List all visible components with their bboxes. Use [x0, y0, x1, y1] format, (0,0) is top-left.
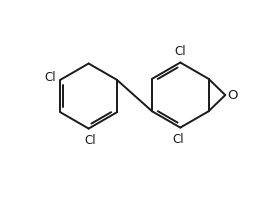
Text: Cl: Cl: [85, 133, 96, 147]
Text: Cl: Cl: [44, 71, 56, 84]
Text: O: O: [227, 89, 238, 102]
Text: Cl: Cl: [173, 132, 184, 146]
Text: Cl: Cl: [174, 45, 186, 58]
